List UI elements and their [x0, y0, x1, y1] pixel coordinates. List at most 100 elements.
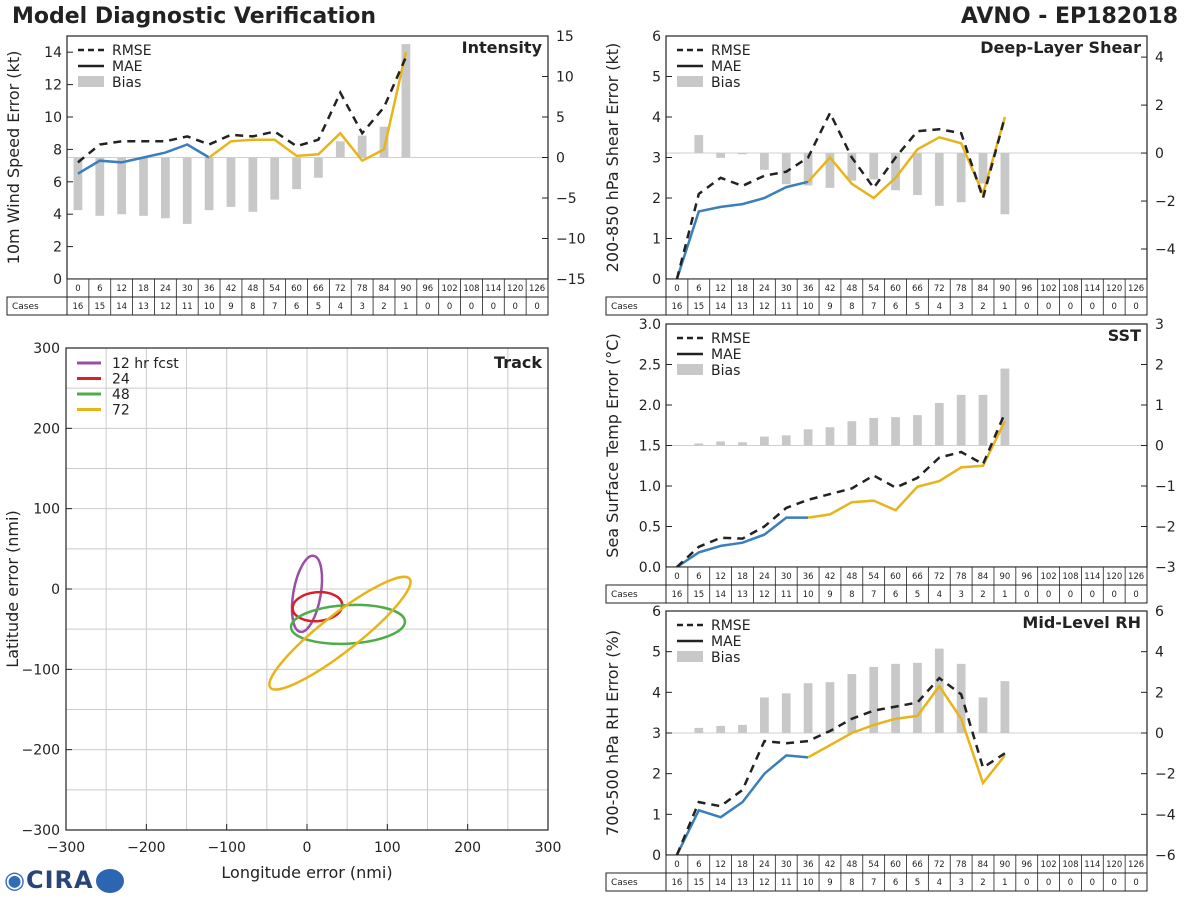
- sst-y2tick-label: 1: [1155, 398, 1164, 414]
- intensity-cases-value: 2: [381, 302, 386, 312]
- shear-cases-value: 11: [781, 302, 792, 312]
- shear-xtick-label: 114: [1084, 284, 1100, 294]
- intensity-cases-value: 8: [250, 302, 255, 312]
- intensity-y2tick-label: 15: [556, 29, 574, 45]
- sst-xtick-label: 42: [825, 572, 836, 582]
- rh-xtick-label: 114: [1084, 860, 1100, 870]
- rh-y2tick-label: 4: [1155, 645, 1164, 661]
- shear-xtick-label: 72: [934, 284, 945, 294]
- sst-xtick-label: 30: [781, 572, 792, 582]
- track-legend-label-0: 12 hr fcst: [112, 356, 179, 372]
- track-ytick-label: 300: [33, 341, 60, 357]
- intensity-xtick-label: 48: [247, 284, 258, 294]
- track-panel: −300 −200 −100 0 100 200 300 −300 −200 −100 0 100 20…: [3, 341, 561, 882]
- sst-cases-value: 11: [781, 590, 792, 600]
- intensity-ytick-label: 8: [53, 142, 62, 158]
- sst-xtick-label: 102: [1040, 572, 1056, 582]
- sst-cases-value: 3: [958, 590, 963, 600]
- rh-cases-value: 4: [937, 878, 942, 888]
- intensity-legend-bias-swatch: [78, 76, 104, 87]
- sst-xtick-label: 48: [846, 572, 857, 582]
- sst-cases-value: 10: [803, 590, 814, 600]
- intensity-bias-bar: [226, 157, 236, 207]
- sst-cases-value: 0: [1046, 590, 1051, 600]
- track-ellipse-0: [290, 554, 324, 634]
- intensity-cases-value: 12: [160, 302, 171, 312]
- intensity-bias-bar: [292, 157, 301, 190]
- track-xtick-label: 0: [303, 840, 312, 856]
- track-legend-label-1: 24: [112, 372, 130, 388]
- rh-xtick-label: 108: [1062, 860, 1078, 870]
- intensity-cases-value: 9: [228, 302, 233, 312]
- shear-cases-value: 7: [871, 302, 876, 312]
- shear-ytick-label: 1: [652, 232, 661, 248]
- sst-bias-bar: [781, 435, 791, 446]
- intensity-xtick-label: 36: [204, 284, 215, 294]
- page-title: Model Diagnostic Verification: [12, 4, 377, 29]
- rh-xtick-label: 96: [1021, 860, 1032, 870]
- rh-bias-bar: [913, 662, 922, 733]
- intensity-y2tick-label: −10: [556, 232, 586, 248]
- sst-cases-value: 0: [1068, 590, 1073, 600]
- track-ytick-label: −300: [22, 823, 60, 839]
- intensity-cases-value: 14: [116, 302, 127, 312]
- rh-cases-value: 7: [871, 878, 876, 888]
- intensity-mae-line-late: [208, 51, 408, 163]
- track-xtick-label: −200: [127, 840, 165, 856]
- shear-cases-value: 0: [1068, 302, 1073, 312]
- rh-xtick-label: 66: [912, 860, 923, 870]
- intensity-cases-value: 3: [359, 302, 364, 312]
- shear-cases-value: 3: [958, 302, 963, 312]
- sst-bias-bar: [913, 415, 922, 446]
- sst-title: SST: [1108, 326, 1141, 345]
- shear-xtick-label: 12: [715, 284, 726, 294]
- shear-cases-value: 8: [849, 302, 854, 312]
- sst-xtick-label: 90: [999, 572, 1010, 582]
- intensity-xtick-label: 66: [313, 284, 324, 294]
- rh-xtick-label: 42: [825, 860, 836, 870]
- rh-bias-bar: [1000, 681, 1010, 733]
- intensity-bias-bar: [95, 157, 105, 216]
- shear-cases-value: 0: [1111, 302, 1116, 312]
- intensity-ytick-label: 4: [53, 207, 62, 223]
- shear-bias-bar: [869, 153, 879, 180]
- shear-xtick-label: 36: [803, 284, 814, 294]
- track-ytick-label: −200: [22, 743, 60, 759]
- intensity-xtick-label: 54: [269, 284, 280, 294]
- sst-xtick-label: 36: [803, 572, 814, 582]
- shear-xtick-label: 84: [978, 284, 989, 294]
- intensity-cases-label: Cases: [12, 302, 39, 312]
- shear-bias-bar: [891, 153, 900, 191]
- rh-y2tick-label: 6: [1155, 604, 1164, 620]
- shear-xtick-label: 60: [890, 284, 901, 294]
- sst-y2tick-label: −2: [1155, 520, 1176, 536]
- sst-bias-bar: [672, 445, 682, 446]
- cira-swirl-icon: ◉: [4, 866, 26, 894]
- rh-bias-bar: [891, 663, 900, 733]
- shear-cases-value: 9: [827, 302, 832, 312]
- rh-cases-value: 0: [1090, 878, 1095, 888]
- sst-xtick-label: 60: [890, 572, 901, 582]
- intensity-bias-bar: [161, 157, 170, 219]
- intensity-cases-value: 0: [491, 302, 496, 312]
- shear-cases-value: 16: [672, 302, 683, 312]
- sst-xtick-label: 108: [1062, 572, 1078, 582]
- rh-mae-line-early: [675, 754, 809, 856]
- intensity-y2tick-label: 10: [556, 70, 574, 86]
- shear-ytick-label: 4: [652, 110, 661, 126]
- track-xlabel: Longitude error (nmi): [221, 863, 392, 882]
- sst-cases-value: 5: [915, 590, 920, 600]
- shear-xtick-label: 42: [825, 284, 836, 294]
- sst-xtick-label: 6: [696, 572, 701, 582]
- intensity-xtick-label: 6: [97, 284, 102, 294]
- intensity-cases-value: 0: [469, 302, 474, 312]
- shear-y2tick-label: 4: [1155, 50, 1164, 66]
- rh-title: Mid-Level RH: [1022, 613, 1141, 632]
- sst-y2tick-label: 2: [1155, 358, 1164, 374]
- rh-cases-value: 15: [693, 878, 704, 888]
- intensity-mae-line-early: [77, 143, 210, 175]
- rh-ytick-label: 3: [652, 726, 661, 742]
- rh-xtick-label: 0: [674, 860, 679, 870]
